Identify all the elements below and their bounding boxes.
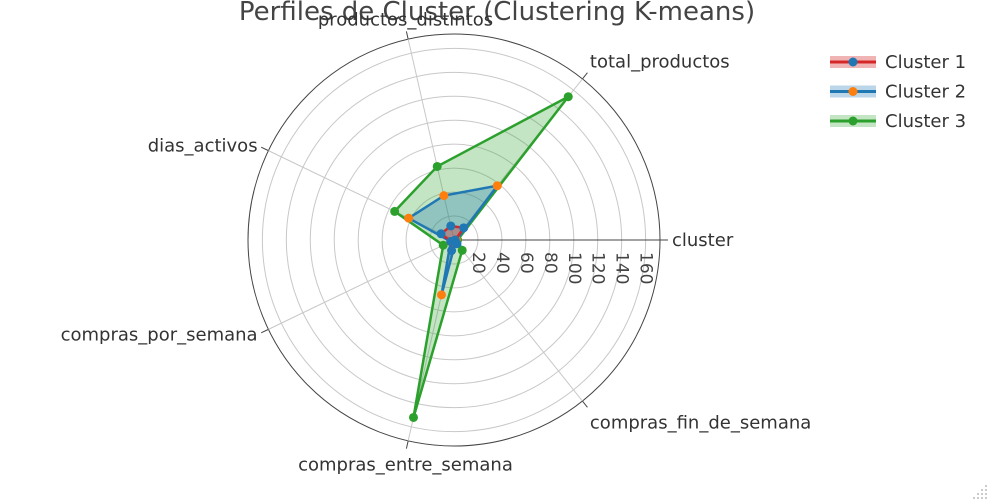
radial-tick-label-5: 120 <box>588 252 608 284</box>
legend-item-1[interactable]: Cluster 1 <box>830 52 966 73</box>
data-point-s3-total_productos[interactable] <box>563 92 573 102</box>
radial-tick-label-4: 100 <box>564 252 584 284</box>
data-point-s3-compras_fin_de_semana[interactable] <box>457 245 467 255</box>
legend-item-2[interactable]: Cluster 2 <box>830 82 966 103</box>
data-point-s1-compras_entre_semana[interactable] <box>447 246 457 256</box>
data-point-s2-productos_distintos[interactable] <box>439 191 449 201</box>
axis-labels: cluster total_productos productos_distinto… <box>61 9 812 475</box>
data-point-s1-total_productos[interactable] <box>459 223 469 233</box>
resize-handle-icon[interactable] <box>972 484 988 500</box>
spoke-tick-dias_activos <box>260 146 269 152</box>
data-point-s2-dias_activos[interactable] <box>404 213 414 223</box>
spoke-tick-compras_por_semana <box>260 328 269 334</box>
legend[interactable]: Cluster 1 Cluster 2 Cluster 3 <box>830 52 966 132</box>
axis-label-compras_entre_semana: compras_entre_semana <box>298 455 513 476</box>
data-point-s2-total_productos[interactable] <box>492 181 502 191</box>
data-point-s3-dias_activos[interactable] <box>390 206 400 216</box>
legend-label: Cluster 1 <box>885 52 966 73</box>
spoke-tick-productos_distintos <box>405 31 409 40</box>
spoke-compras_por_semana <box>268 239 455 330</box>
data-point-s1-compras_fin_de_semana[interactable] <box>452 239 462 249</box>
radial-tick-label-0: 20 <box>468 252 488 274</box>
radial-tick-label-3: 80 <box>540 252 560 274</box>
legend-label: Cluster 3 <box>885 111 966 132</box>
series-1[interactable] <box>436 221 469 256</box>
axis-label-compras_por_semana: compras_por_semana <box>61 325 258 346</box>
data-point-s3-compras_por_semana[interactable] <box>438 240 448 250</box>
spoke-tick-compras_entre_semana <box>405 440 409 449</box>
legend-swatch-marker <box>848 116 858 126</box>
axis-label-dias_activos: dias_activos <box>148 135 258 156</box>
spoke-tick-total_productos <box>582 72 588 80</box>
legend-label: Cluster 2 <box>885 82 966 103</box>
legend-item-3[interactable]: Cluster 3 <box>830 111 966 132</box>
spoke-compras_fin_de_semana <box>453 239 583 402</box>
data-point-s2-compras_entre_semana[interactable] <box>436 290 446 300</box>
axis-label-cluster: cluster <box>672 230 734 251</box>
data-point-s1-productos_distintos[interactable] <box>446 221 456 231</box>
spoke-tick-compras_fin_de_semana <box>582 400 588 408</box>
radial-tick-label-1: 40 <box>492 252 512 274</box>
radial-tick-label-6: 140 <box>612 252 632 284</box>
legend-swatch-marker <box>848 87 858 96</box>
axis-label-total_productos: total_productos <box>590 52 730 73</box>
data-point-s1-dias_activos[interactable] <box>436 229 446 239</box>
axis-label-productos_distintos: productos_distintos <box>318 9 493 30</box>
series-area-3[interactable] <box>393 95 570 419</box>
legend-swatch-marker <box>848 57 858 67</box>
radial-tick-label-7: 160 <box>636 252 656 284</box>
data-point-s3-compras_entre_semana[interactable] <box>408 412 418 422</box>
data-point-s3-productos_distintos[interactable] <box>432 161 442 171</box>
chart-title: Perfiles de Cluster (Clustering K-means) <box>239 0 755 27</box>
spoke-productos_distintos <box>407 39 455 241</box>
radial-tick-label-2: 60 <box>516 252 536 274</box>
axis-label-compras_fin_de_semana: compras_fin_de_semana <box>590 412 811 433</box>
radar-series[interactable] <box>390 92 573 422</box>
